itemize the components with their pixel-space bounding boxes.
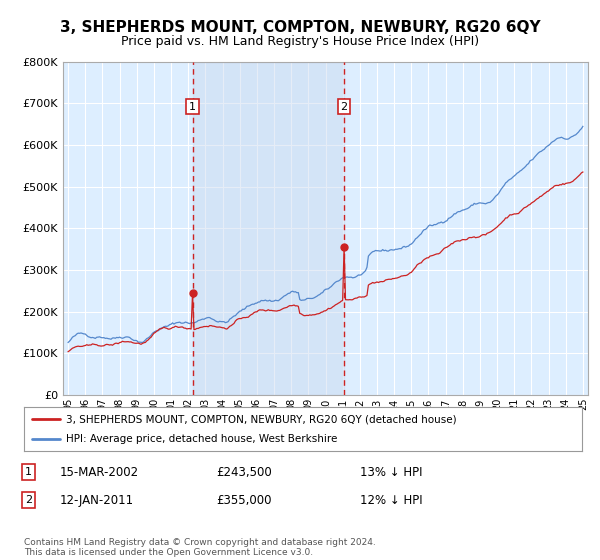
- Text: 15-MAR-2002: 15-MAR-2002: [60, 465, 139, 479]
- Text: 3, SHEPHERDS MOUNT, COMPTON, NEWBURY, RG20 6QY: 3, SHEPHERDS MOUNT, COMPTON, NEWBURY, RG…: [59, 20, 541, 35]
- Text: 2: 2: [340, 101, 347, 111]
- Text: £355,000: £355,000: [216, 493, 271, 507]
- Text: Price paid vs. HM Land Registry's House Price Index (HPI): Price paid vs. HM Land Registry's House …: [121, 35, 479, 48]
- Text: 12-JAN-2011: 12-JAN-2011: [60, 493, 134, 507]
- Text: 3, SHEPHERDS MOUNT, COMPTON, NEWBURY, RG20 6QY (detached house): 3, SHEPHERDS MOUNT, COMPTON, NEWBURY, RG…: [66, 414, 457, 424]
- Text: 1: 1: [189, 101, 196, 111]
- Text: Contains HM Land Registry data © Crown copyright and database right 2024.
This d: Contains HM Land Registry data © Crown c…: [24, 538, 376, 557]
- Text: 13% ↓ HPI: 13% ↓ HPI: [360, 465, 422, 479]
- Text: 1: 1: [25, 467, 32, 477]
- Text: 12% ↓ HPI: 12% ↓ HPI: [360, 493, 422, 507]
- Text: HPI: Average price, detached house, West Berkshire: HPI: Average price, detached house, West…: [66, 435, 337, 445]
- Text: 2: 2: [25, 495, 32, 505]
- Bar: [193, 62, 344, 395]
- Text: £243,500: £243,500: [216, 465, 272, 479]
